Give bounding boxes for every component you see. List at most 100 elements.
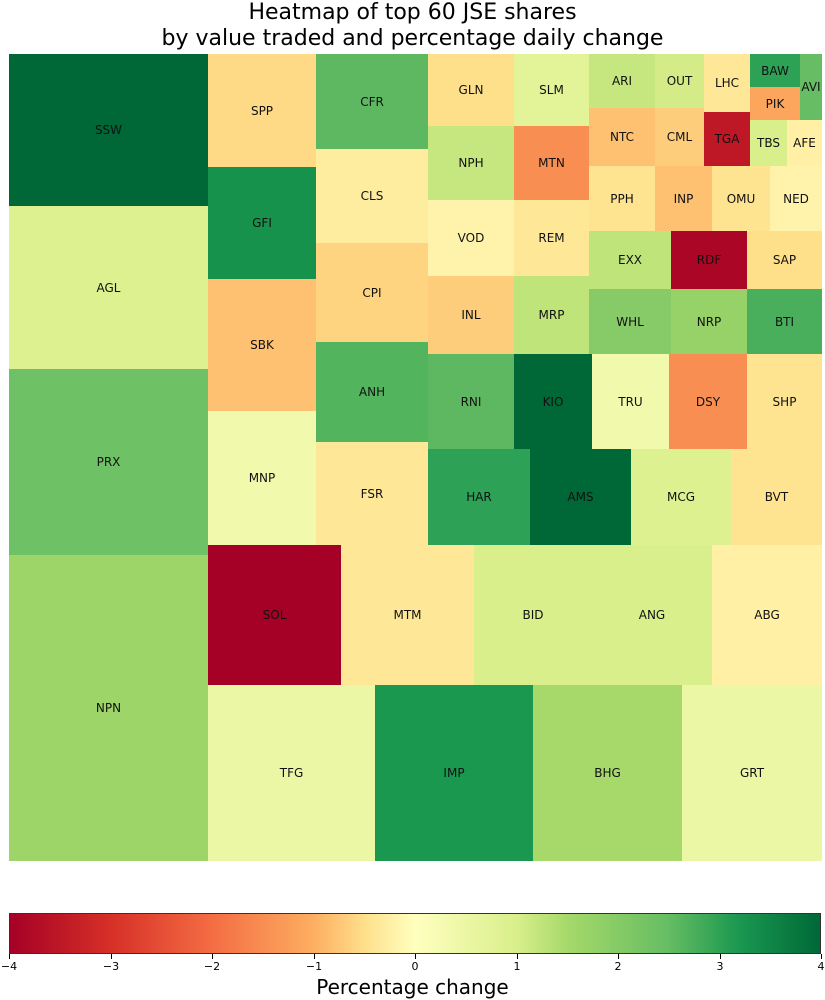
tile-agl: AGL bbox=[9, 206, 208, 369]
tile-label: PRX bbox=[96, 455, 121, 469]
tile-imp: IMP bbox=[375, 685, 533, 861]
tile-omu: OMU bbox=[712, 166, 770, 231]
tile-whl: WHL bbox=[589, 289, 671, 354]
tile-har: HAR bbox=[428, 449, 530, 545]
tile-gln: GLN bbox=[428, 54, 514, 126]
tile-label: GFI bbox=[252, 216, 272, 230]
tile-label: ANH bbox=[358, 385, 386, 399]
tile-label: SAP bbox=[772, 253, 797, 267]
tile-slm: SLM bbox=[514, 54, 589, 126]
tile-kio: KIO bbox=[514, 354, 592, 449]
tile-label: CFR bbox=[360, 94, 384, 109]
tile-label: REM bbox=[538, 231, 565, 245]
tile-label: KIO bbox=[542, 394, 564, 409]
colorbar-tick bbox=[111, 954, 112, 959]
tile-ang: ANG bbox=[592, 545, 712, 685]
treemap-heatmap: SSW AGL PRX NPN SPP GFI SBK MNP CFR CLS CPI ANH FSR G… bbox=[9, 54, 822, 861]
tile-label: NED bbox=[783, 191, 809, 206]
tile-abg: ABG bbox=[712, 545, 822, 685]
tile-label: AFE bbox=[793, 136, 816, 150]
tile-label: BAW bbox=[761, 63, 789, 78]
colorbar-tick-label: 0 bbox=[411, 960, 419, 973]
colorbar-tick-label: 2 bbox=[614, 960, 622, 973]
tile-label: ARI bbox=[611, 74, 633, 88]
chart-title: Heatmap of top 60 JSE shares by value tr… bbox=[0, 0, 825, 52]
tile-tga: TGA bbox=[704, 112, 750, 166]
tile-grt: GRT bbox=[682, 685, 822, 861]
tile-label: NPH bbox=[458, 156, 484, 170]
tile-label: CLS bbox=[360, 189, 384, 203]
tile-label: HAR bbox=[466, 490, 492, 504]
colorbar-tick-label: 1 bbox=[513, 960, 521, 973]
tile-label: TBS bbox=[757, 136, 780, 150]
tile-npn: NPN bbox=[9, 555, 208, 861]
tile-label: GRT bbox=[739, 766, 765, 780]
tile-label: RDF bbox=[696, 253, 722, 267]
tile-exx: EXX bbox=[589, 231, 671, 289]
tile-label: MTN bbox=[538, 156, 565, 170]
tile-lhc: LHC bbox=[704, 54, 750, 112]
chart-title-line-2: by value traded and percentage daily cha… bbox=[161, 26, 664, 51]
tile-label: PIK bbox=[765, 96, 785, 111]
tile-label: EXX bbox=[617, 253, 643, 267]
tile-inl: INL bbox=[428, 276, 514, 354]
colorbar-tick-label: 4 bbox=[817, 960, 825, 973]
tile-mrp: MRP bbox=[514, 276, 589, 354]
tile-sap: SAP bbox=[747, 231, 822, 289]
tile-label: LHC bbox=[714, 76, 740, 90]
tile-cml: CML bbox=[655, 108, 704, 166]
colorbar-label: Percentage change bbox=[316, 975, 509, 999]
tile-label: SPP bbox=[250, 103, 274, 118]
colorbar-tick-label: −3 bbox=[102, 960, 120, 973]
tile-label: FSR bbox=[360, 486, 384, 501]
tile-label: NPN bbox=[95, 701, 122, 715]
tile-tru: TRU bbox=[592, 354, 669, 449]
colorbar-tick-label: −4 bbox=[0, 960, 18, 973]
tile-nph: NPH bbox=[428, 126, 514, 200]
tile-label: NTC bbox=[610, 130, 634, 144]
colorbar-tick bbox=[212, 954, 213, 959]
tile-bhg: BHG bbox=[533, 685, 682, 861]
tile-nrp: NRP bbox=[671, 289, 747, 354]
tile-bid: BID bbox=[474, 545, 592, 685]
colorbar-tick-label: 3 bbox=[716, 960, 724, 973]
tile-label: INL bbox=[461, 308, 481, 322]
tile-tbs: TBS bbox=[750, 120, 787, 166]
tile-ams: AMS bbox=[530, 449, 631, 545]
tile-label: ANG bbox=[638, 608, 666, 622]
colorbar-tick-label: −1 bbox=[305, 960, 323, 973]
tile-mnp: MNP bbox=[208, 411, 316, 545]
tile-label: CML bbox=[666, 130, 693, 144]
tile-shp: SHP bbox=[747, 354, 822, 449]
tile-pph: PPH bbox=[589, 166, 655, 231]
colorbar-tick bbox=[720, 954, 721, 959]
tile-label: SLM bbox=[539, 83, 564, 97]
tile-label: MNP bbox=[248, 471, 276, 485]
colorbar-tick bbox=[821, 954, 822, 959]
tile-label: DSY bbox=[695, 394, 721, 409]
tile-label: TGA bbox=[714, 132, 740, 146]
tile-rem: REM bbox=[514, 200, 589, 276]
tile-label: GLN bbox=[458, 83, 484, 97]
tile-label: OUT bbox=[666, 74, 693, 88]
tile-out: OUT bbox=[655, 54, 704, 108]
colorbar-tick bbox=[415, 954, 416, 959]
tile-label: INP bbox=[673, 191, 694, 206]
tile-label: BTI bbox=[774, 314, 795, 329]
colorbar-tick bbox=[618, 954, 619, 959]
tile-label: AMS bbox=[567, 490, 594, 504]
tile-anh: ANH bbox=[316, 342, 428, 442]
colorbar-tick bbox=[314, 954, 315, 959]
tile-label: CPI bbox=[362, 285, 382, 300]
tile-label: AGL bbox=[96, 280, 121, 295]
tile-label: VOD bbox=[457, 231, 485, 245]
chart-title-line-1: Heatmap of top 60 JSE shares bbox=[248, 0, 577, 25]
tile-label: BID bbox=[522, 608, 544, 622]
tile-label: RNI bbox=[460, 394, 482, 409]
colorbar-tick bbox=[517, 954, 518, 959]
tile-label: SBK bbox=[250, 338, 274, 352]
tile-label: SOL bbox=[262, 608, 287, 622]
tile-baw: BAW bbox=[750, 54, 800, 87]
tile-vod: VOD bbox=[428, 200, 514, 276]
tile-mtn: MTN bbox=[514, 126, 589, 200]
